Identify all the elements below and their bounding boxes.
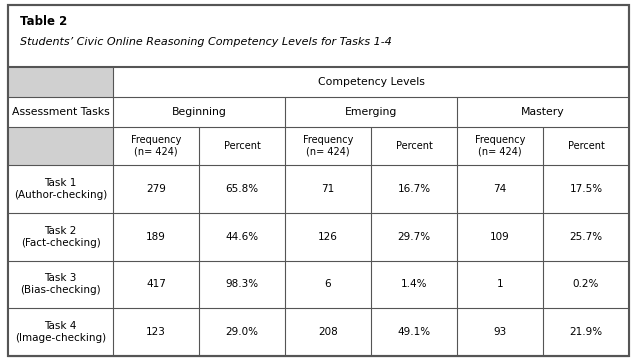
- Bar: [543, 213, 629, 261]
- Text: Frequency
(n= 424): Frequency (n= 424): [475, 135, 525, 157]
- Text: 17.5%: 17.5%: [569, 184, 603, 194]
- Text: 189: 189: [146, 232, 166, 242]
- Bar: [457, 97, 629, 127]
- Bar: [371, 261, 457, 308]
- Text: 29.0%: 29.0%: [225, 327, 259, 337]
- Text: 16.7%: 16.7%: [397, 184, 431, 194]
- Bar: [371, 213, 457, 261]
- Bar: [199, 165, 285, 213]
- Bar: [8, 67, 113, 97]
- Bar: [457, 308, 543, 356]
- Bar: [113, 261, 199, 308]
- Bar: [8, 165, 113, 213]
- Text: 25.7%: 25.7%: [569, 232, 603, 242]
- Text: 1: 1: [497, 279, 503, 290]
- Bar: [457, 165, 543, 213]
- Bar: [285, 308, 371, 356]
- Text: 208: 208: [318, 327, 338, 337]
- Bar: [8, 261, 113, 308]
- Bar: [543, 127, 629, 165]
- Text: Competency Levels: Competency Levels: [318, 77, 424, 87]
- Text: Frequency
(n= 424): Frequency (n= 424): [303, 135, 353, 157]
- Text: Assessment Tasks: Assessment Tasks: [11, 107, 110, 117]
- Bar: [457, 261, 543, 308]
- Bar: [285, 127, 371, 165]
- Text: Task 3
(Bias-checking): Task 3 (Bias-checking): [20, 273, 101, 295]
- Bar: [285, 261, 371, 308]
- Bar: [113, 97, 285, 127]
- Bar: [8, 308, 113, 356]
- Text: 49.1%: 49.1%: [397, 327, 431, 337]
- Bar: [113, 127, 199, 165]
- Text: Students’ Civic Online Reasoning Competency Levels for Tasks 1-4: Students’ Civic Online Reasoning Compete…: [20, 37, 392, 47]
- Text: Mastery: Mastery: [521, 107, 565, 117]
- Bar: [543, 308, 629, 356]
- Text: Task 2
(Fact-checking): Task 2 (Fact-checking): [20, 226, 101, 248]
- Bar: [199, 213, 285, 261]
- Text: Task 1
(Author-checking): Task 1 (Author-checking): [14, 178, 107, 200]
- Text: 123: 123: [146, 327, 166, 337]
- Text: Task 4
(Image-checking): Task 4 (Image-checking): [15, 321, 106, 343]
- Text: 279: 279: [146, 184, 166, 194]
- Bar: [8, 213, 113, 261]
- Bar: [199, 308, 285, 356]
- Bar: [285, 97, 457, 127]
- Text: 74: 74: [494, 184, 506, 194]
- Text: Percent: Percent: [224, 141, 261, 151]
- Bar: [8, 97, 113, 127]
- Bar: [113, 165, 199, 213]
- Text: Percent: Percent: [568, 141, 605, 151]
- Text: 6: 6: [325, 279, 331, 290]
- Text: Beginning: Beginning: [171, 107, 226, 117]
- Text: Frequency
(n= 424): Frequency (n= 424): [131, 135, 181, 157]
- Text: 98.3%: 98.3%: [225, 279, 259, 290]
- Bar: [285, 165, 371, 213]
- Text: 1.4%: 1.4%: [401, 279, 427, 290]
- Bar: [457, 127, 543, 165]
- Text: 0.2%: 0.2%: [573, 279, 599, 290]
- Bar: [199, 127, 285, 165]
- Text: 44.6%: 44.6%: [225, 232, 259, 242]
- Text: Emerging: Emerging: [345, 107, 397, 117]
- Bar: [113, 67, 629, 97]
- Bar: [457, 213, 543, 261]
- Bar: [371, 308, 457, 356]
- Bar: [543, 261, 629, 308]
- Text: 109: 109: [490, 232, 510, 242]
- Text: 21.9%: 21.9%: [569, 327, 603, 337]
- Bar: [113, 308, 199, 356]
- Text: Percent: Percent: [396, 141, 433, 151]
- Text: 126: 126: [318, 232, 338, 242]
- Text: 29.7%: 29.7%: [397, 232, 431, 242]
- Text: 93: 93: [494, 327, 506, 337]
- Bar: [371, 127, 457, 165]
- Bar: [8, 127, 113, 165]
- Text: 417: 417: [146, 279, 166, 290]
- Bar: [285, 213, 371, 261]
- Bar: [113, 213, 199, 261]
- Bar: [199, 261, 285, 308]
- Text: 65.8%: 65.8%: [225, 184, 259, 194]
- Bar: [543, 165, 629, 213]
- Text: 71: 71: [322, 184, 334, 194]
- Text: Table 2: Table 2: [20, 15, 68, 28]
- Bar: [371, 165, 457, 213]
